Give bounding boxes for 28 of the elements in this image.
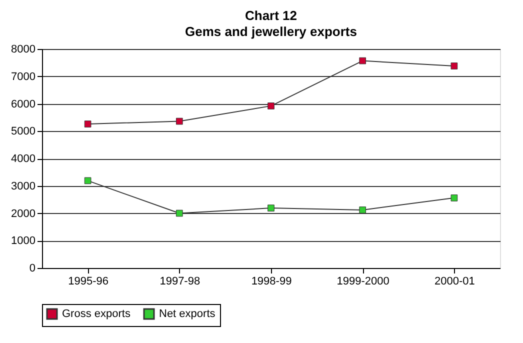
- y-tick-label: 5000: [11, 126, 36, 138]
- y-tick-label: 2000: [11, 208, 36, 220]
- x-tick-label: 2000-01: [434, 276, 475, 288]
- chart-subtitle: Gems and jewellery exports: [185, 24, 357, 39]
- point: [268, 102, 274, 110]
- x-tick-label: 1998-99: [251, 276, 292, 288]
- x-tick-label: 1995-96: [68, 276, 108, 288]
- y-tick-label: 0: [29, 262, 36, 274]
- y-tick-label: 6000: [11, 98, 36, 110]
- chart-title: Chart 12: [244, 8, 298, 23]
- point: [359, 206, 366, 214]
- y-tick-label: 8000: [11, 44, 36, 56]
- x-tick-label: 1997-98: [160, 276, 200, 288]
- y-tick-label: 4000: [11, 153, 36, 165]
- x-tick-label: 1999-2000: [336, 276, 390, 288]
- legend-label: Gross exports: [62, 308, 131, 320]
- y-tick-label: 1000: [11, 235, 36, 248]
- point: [84, 177, 92, 184]
- point: [359, 57, 366, 64]
- point: [176, 210, 183, 217]
- point: [450, 194, 458, 202]
- y-tick-label: 7000: [11, 70, 36, 83]
- point: [84, 120, 92, 128]
- point: [176, 118, 183, 125]
- legend-label: Net exports: [159, 308, 216, 320]
- point: [268, 204, 274, 212]
- y-tick-label: 3000: [11, 180, 36, 192]
- point: [450, 62, 458, 70]
